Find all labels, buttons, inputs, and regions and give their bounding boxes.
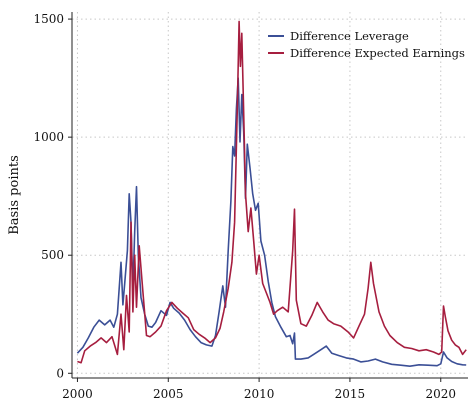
series-lines	[76, 20, 467, 367]
x-tick-label-2005: 2005	[153, 387, 184, 401]
series-line-0	[76, 77, 467, 367]
y-tick-label-0: 0	[56, 366, 64, 380]
x-tick-label-2015: 2015	[335, 387, 366, 401]
x-tick-label-2000: 2000	[62, 387, 93, 401]
y-tick-label-500: 500	[41, 248, 64, 262]
legend-label-expected-earnings: Difference Expected Earnings	[290, 46, 465, 60]
x-tick-label-2020: 2020	[425, 387, 456, 401]
x-tick-label-2010: 2010	[244, 387, 275, 401]
legend: Difference Leverage Difference Expected …	[268, 29, 465, 60]
y-tick-label-1000: 1000	[33, 130, 64, 144]
series-line-1	[77, 20, 467, 364]
grid	[72, 12, 468, 378]
axes	[68, 12, 468, 382]
y-tick-label-1500: 1500	[33, 12, 64, 26]
legend-label-leverage: Difference Leverage	[290, 29, 409, 43]
tick-labels: 2000 2005 2010 2015 2020 0 500 1000 1500	[33, 12, 456, 401]
y-axis-label: Basis points	[7, 155, 22, 235]
